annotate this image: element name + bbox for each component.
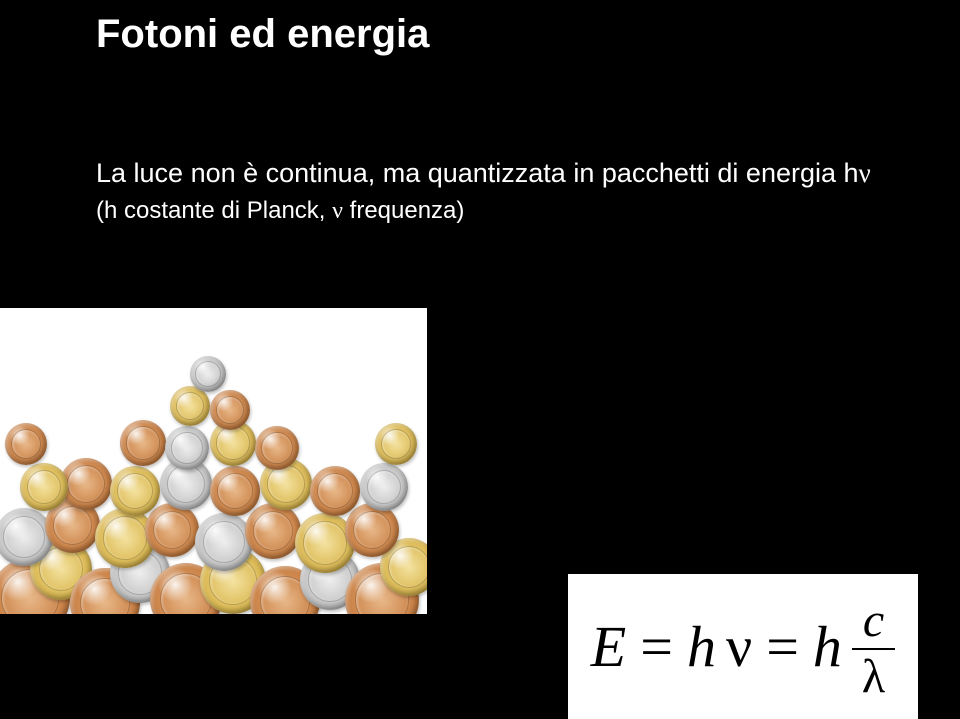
coin [375,423,417,465]
coin [190,356,226,392]
equation-box: E = hν = h c λ [568,574,918,719]
eq-denominator: λ [852,650,895,701]
coin [20,463,68,511]
eq-equals-2: = [762,618,803,676]
equation: E = hν = h c λ [591,595,895,699]
eq-equals-1: = [636,618,677,676]
coin [210,466,260,516]
eq-fraction: c λ [852,597,895,701]
eq-nu: ν [726,618,752,676]
coin [165,426,209,470]
coin [345,503,399,557]
body-line2-a: (h costante di Planck, [96,197,332,224]
coin [360,463,408,511]
body-line2-nu: ν [332,198,343,224]
coin [195,513,253,571]
coin [210,390,250,430]
coin [255,426,299,470]
eq-numerator: c [853,597,894,648]
eq-E: E [591,618,626,676]
body-line1-nu: ν [859,158,871,188]
coin [145,503,199,557]
slide-title: Fotoni ed energia [96,12,429,57]
body-line2-b: frequenza) [343,197,464,224]
coin [310,466,360,516]
coins-image [0,308,427,614]
body-line1-a: La luce non è continua, ma quantizzata i… [96,158,859,188]
coin [245,503,301,559]
eq-h-1: h [687,618,716,676]
coin [110,466,160,516]
body-text: La luce non è continua, ma quantizzata i… [96,155,876,228]
coin [170,386,210,426]
coin [120,420,166,466]
eq-h-2: h [813,618,842,676]
coin [5,423,47,465]
